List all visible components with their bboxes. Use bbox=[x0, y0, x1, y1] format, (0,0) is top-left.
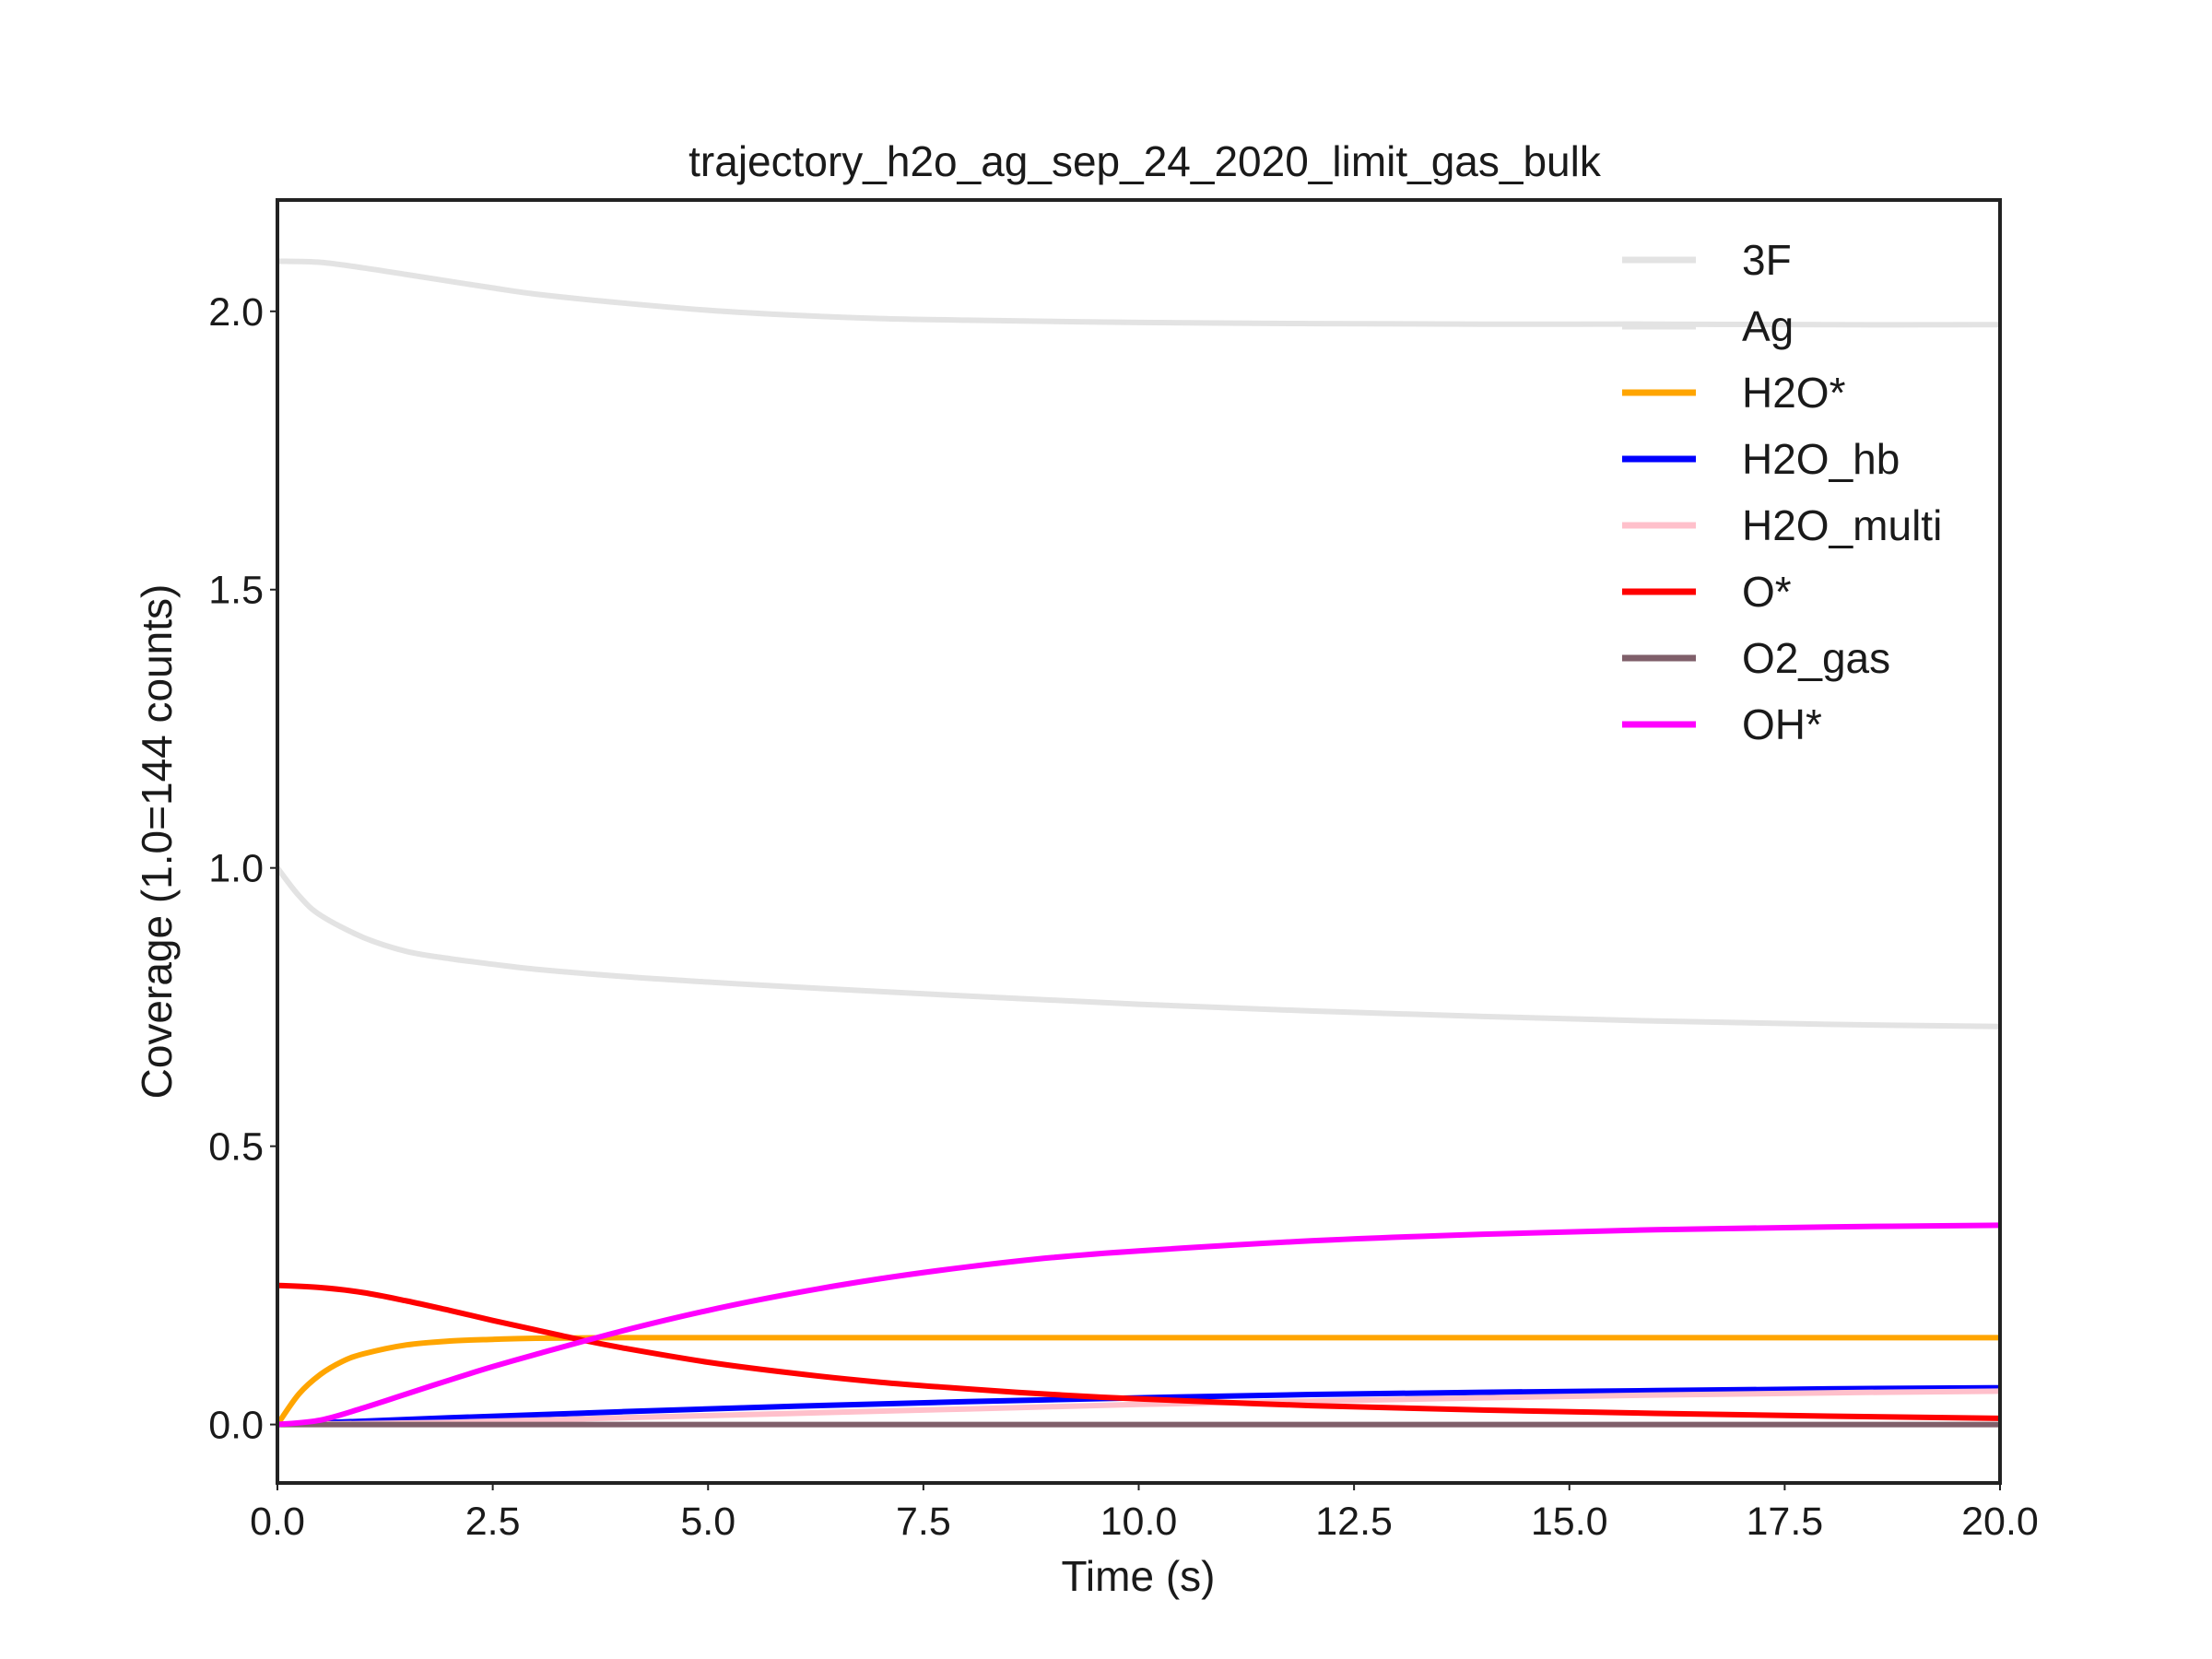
legend-label-h2o-multi: H2O_multi bbox=[1742, 501, 1942, 549]
series-line-3f bbox=[276, 258, 2001, 328]
legend-label-o2-gas: O2_gas bbox=[1742, 634, 1890, 682]
y-tick-label: 0.0 bbox=[208, 1404, 264, 1448]
x-tick-label: 12.5 bbox=[1315, 1500, 1393, 1544]
x-axis-label: Time (s) bbox=[1062, 1552, 1216, 1600]
x-tick-label: 10.0 bbox=[1100, 1500, 1178, 1544]
legend-label-oh: OH* bbox=[1742, 700, 1822, 748]
series-line-ag bbox=[275, 865, 2001, 1030]
series-line-oh bbox=[276, 1222, 2001, 1428]
y-tick-label: 0.5 bbox=[208, 1125, 264, 1170]
legend-label-3f: 3F bbox=[1742, 236, 1792, 284]
y-axis-ticks: 0.0 0.5 1.0 1.5 2.0 bbox=[208, 290, 277, 1448]
series-line-h2o-multi bbox=[276, 1388, 2001, 1428]
x-tick-label: 2.5 bbox=[465, 1500, 521, 1544]
x-tick-label: 7.5 bbox=[896, 1500, 951, 1544]
x-axis-ticks: 0.0 2.5 5.0 7.5 10.0 12.5 15.0 17.5 20.0 bbox=[250, 1483, 2039, 1544]
y-axis-label: Coverage (1.0=144 counts) bbox=[133, 584, 181, 1100]
chart-title: trajectory_h2o_ag_sep_24_2020_limit_gas_… bbox=[688, 137, 1602, 185]
x-tick-label: 15.0 bbox=[1531, 1500, 1608, 1544]
y-tick-label: 2.0 bbox=[208, 290, 264, 335]
y-tick-label: 1.5 bbox=[208, 569, 264, 613]
series-line-h2o bbox=[275, 1335, 2000, 1427]
legend: 3F Ag H2O* H2O_hb H2O_multi O* O2_gas OH* bbox=[1622, 236, 1942, 748]
x-tick-label: 0.0 bbox=[250, 1500, 305, 1544]
series-line-o bbox=[276, 1282, 2001, 1421]
x-tick-label: 20.0 bbox=[1961, 1500, 2039, 1544]
series-layer bbox=[275, 258, 2001, 1428]
legend-label-o: O* bbox=[1742, 568, 1792, 616]
x-tick-label: 5.0 bbox=[680, 1500, 735, 1544]
y-tick-label: 1.0 bbox=[208, 847, 264, 891]
legend-label-ag: Ag bbox=[1742, 302, 1794, 350]
plot-area-frame bbox=[276, 198, 2002, 1485]
legend-label-h2o-hb: H2O_hb bbox=[1742, 435, 1900, 483]
x-tick-label: 17.5 bbox=[1747, 1500, 1824, 1544]
legend-label-h2o: H2O* bbox=[1742, 369, 1846, 417]
